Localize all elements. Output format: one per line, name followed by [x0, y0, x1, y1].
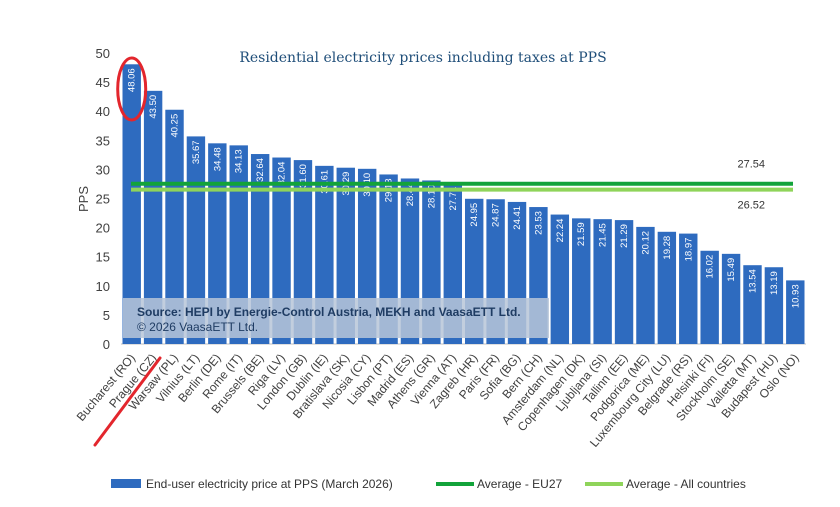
bar — [786, 280, 805, 344]
bar-value-label: 43.50 — [148, 95, 159, 119]
chart-title: Residential electricity prices including… — [239, 50, 606, 66]
legend-swatch-eu27 — [436, 482, 474, 486]
bar-value-label: 32.04 — [277, 162, 288, 186]
legend-label-eu27: Average - EU27 — [477, 477, 562, 491]
bar-value-label: 34.13 — [234, 149, 245, 173]
bar-value-label: 27.71 — [448, 187, 459, 211]
bar-value-label: 10.93 — [790, 284, 801, 308]
bar — [593, 219, 612, 344]
bar — [614, 220, 634, 344]
bar — [122, 64, 141, 344]
bar — [679, 233, 698, 344]
y-tick-label: 30 — [96, 162, 110, 177]
bar-value-label: 24.41 — [512, 206, 523, 230]
bar — [165, 109, 184, 345]
bar — [764, 267, 784, 344]
y-tick-label: 25 — [96, 192, 110, 207]
bar — [208, 143, 227, 344]
bar-value-label: 28.44 — [405, 182, 416, 206]
y-tick-label: 35 — [96, 133, 110, 148]
x-axis: Bucharest (RO)Prague (CZ)Warsaw (PL)Viln… — [74, 351, 802, 450]
bar — [657, 231, 677, 344]
highlight-marker — [93, 56, 162, 447]
bar-value-label: 32.64 — [255, 158, 266, 182]
bar — [143, 90, 163, 344]
bar-value-label: 34.48 — [212, 147, 223, 171]
bar — [700, 250, 719, 344]
bar — [743, 265, 762, 344]
bar-value-label: 24.87 — [491, 203, 502, 227]
bar — [572, 218, 591, 344]
y-tick-label: 5 — [103, 308, 110, 323]
bar-value-label: 21.45 — [598, 223, 609, 247]
y-tick-label: 40 — [96, 104, 110, 119]
bar-value-label: 40.25 — [170, 114, 181, 138]
bar-value-label: 22.24 — [555, 219, 566, 243]
y-tick-label: 0 — [103, 337, 110, 352]
bar-value-label: 28.10 — [426, 184, 437, 208]
highlight-underline — [93, 356, 162, 447]
legend-label-all: Average - All countries — [626, 477, 746, 491]
bar-value-label: 15.49 — [726, 258, 737, 282]
source-line-2: © 2026 VaasaETT Ltd. — [137, 320, 258, 334]
bar-value-label: 16.02 — [705, 255, 716, 279]
y-tick-label: 20 — [96, 221, 110, 236]
bar-value-label: 35.67 — [191, 140, 202, 164]
source-box — [123, 298, 549, 338]
source-line-1: Source: HEPI by Energie-Control Austria,… — [137, 305, 521, 319]
legend: End-user electricity price at PPS (March… — [111, 477, 746, 491]
bar — [550, 214, 570, 344]
legend-swatch-all — [585, 482, 623, 486]
bar-value-label: 13.54 — [747, 269, 758, 293]
legend-label-bars: End-user electricity price at PPS (March… — [146, 477, 393, 491]
bar-value-label: 18.97 — [683, 238, 694, 262]
bar-value-label: 24.95 — [469, 203, 480, 227]
y-tick-label: 45 — [96, 75, 110, 90]
bar-value-label: 31.60 — [298, 164, 309, 188]
bar-value-label: 13.19 — [769, 271, 780, 295]
y-axis-label: PPS — [76, 186, 91, 212]
reference-lines: 27.54 26.52 — [131, 159, 793, 212]
legend-swatch-bars — [111, 479, 141, 488]
bar — [229, 145, 248, 344]
bar-value-label: 23.53 — [533, 211, 544, 235]
reference-line-value-label: 27.54 — [737, 159, 765, 171]
y-tick-label: 50 — [96, 46, 110, 61]
reference-line-value-label: 26.52 — [737, 200, 765, 212]
bar-value-label: 48.06 — [127, 68, 138, 92]
bar-value-label: 21.59 — [576, 222, 587, 246]
bar — [636, 226, 655, 344]
y-tick-label: 10 — [96, 279, 110, 294]
bar-value-label: 21.29 — [619, 224, 630, 248]
bar — [272, 157, 291, 344]
bar — [250, 154, 270, 344]
bar — [721, 253, 741, 344]
bar-value-label: 19.28 — [662, 236, 673, 260]
highlight-ellipse — [116, 56, 148, 122]
bar-value-label: 20.12 — [640, 231, 651, 255]
source-note: Source: HEPI by Energie-Control Austria,… — [123, 298, 549, 338]
value-labels: 48.06 43.50 40.25 35.67 34.48 34.13 32.64 32.04… — [127, 68, 802, 308]
y-tick-label: 15 — [96, 250, 110, 265]
